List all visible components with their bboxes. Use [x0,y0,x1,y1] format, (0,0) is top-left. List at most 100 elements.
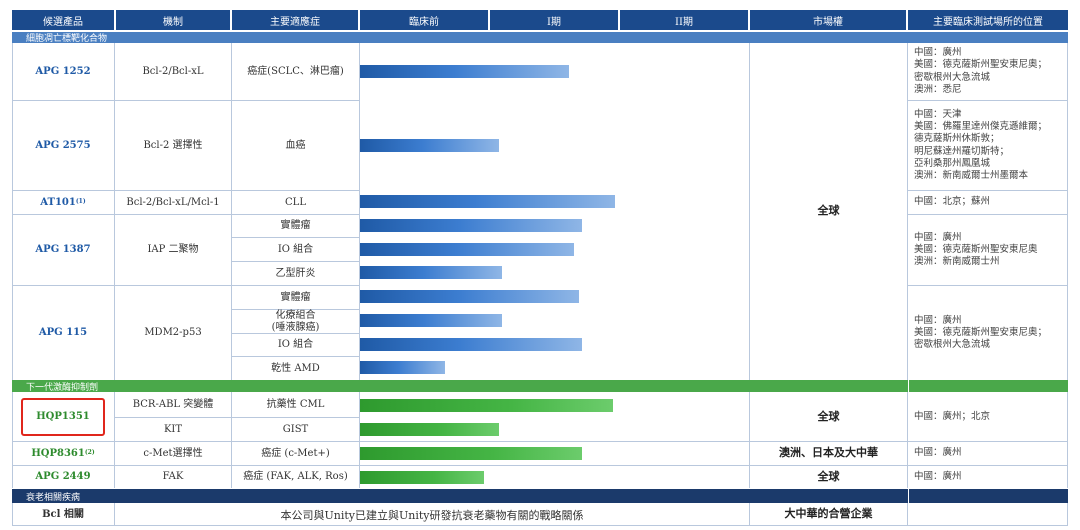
candidate-apg1252: APG 1252 [35,65,91,77]
section-aging: 衰老相關疾病 [12,489,908,503]
mechanism-hqp8361: c-Met選擇性 [143,447,203,459]
grid-line [907,100,1067,101]
indication-hqp8361: 癌症 (c-Met+) [261,447,330,459]
candidate-hqp1351: HQP1351 [36,411,90,423]
grid-line [749,43,750,380]
locations-hqp8361: 中國：廣州 [908,442,1067,465]
candidate-apg2575: APG 2575 [35,139,91,151]
indication-apg1387-solid: 實體瘤 [280,220,311,232]
header-indication: 主要適應症 [232,10,358,30]
location-line: 密歇根州大急流城 [914,71,991,83]
location-line: 中國：天津 [914,109,962,121]
grid-line [1067,43,1068,380]
location-line: 亞利桑那州鳳凰城 [914,157,991,169]
indication-apg115-chemo: 化療組合 (唾液腺癌) [271,310,320,333]
location-line: 中國：廣州 [914,314,962,326]
grid-line [12,392,13,488]
market-rights-hqp8361: 澳洲、日本及大中華 [779,446,878,460]
grid-line [12,43,13,380]
grid-line [359,43,360,380]
location-line: 美國：佛羅里達州傑克遜維爾； [914,121,1048,133]
header-phase2: II期 [620,10,748,30]
locations-apg1252: 中國：廣州 美國：德克薩斯州聖安東尼奧； 密歇根州大急流城 澳洲：悉尼 [908,43,1067,100]
market-rights-global: 全球 [817,204,840,218]
location-line: 澳洲：悉尼 [914,83,962,95]
mechanism-apg1252: Bcl-2/Bcl-xL [142,65,204,77]
mechanism-hqp1351-kit: KIT [163,423,183,435]
mechanism-apg115: MDM2-p53 [144,327,202,339]
indication-at101: CLL [285,196,306,208]
indication-apg115-io: IO 組合 [277,339,314,351]
location-line: 美國：德克薩斯州聖安東尼奧； [914,326,1048,338]
section-kinase: 下一代激酶抑制劑 [12,380,908,393]
progress-bar-hqp1351-cml [360,399,613,412]
grid-line [12,525,1067,526]
candidate-apg115: APG 115 [38,327,88,339]
locations-apg2449: 中國：廣州 [908,466,1067,488]
locations-hqp1351: 中國：廣州；北京 [908,393,1067,441]
grid-line [12,214,359,215]
locations-at101: 中國：北京；蘇州 [908,191,1067,214]
locations-apg115: 中國：廣州 美國：德克薩斯州聖安東尼奧； 密歇根州大急流城 [908,286,1067,380]
location-line: 中國：廣州 [914,47,962,59]
grid-line [907,214,1067,215]
grid-line [12,100,359,101]
grid-line [12,285,359,286]
grid-line [1067,503,1068,526]
grid-line [1067,392,1068,488]
progress-bar-apg2575 [360,139,499,152]
candidate-at101: AT101 (1) [40,196,86,208]
indication-apg1387-io: IO 組合 [277,243,314,255]
candidate-bcl: Bcl 相關 [42,508,84,520]
progress-bar-apg115-solid [360,290,579,303]
grid-line [231,356,359,357]
grid-line [231,309,359,310]
location-line: 德克薩斯州休斯敦； [914,133,1000,145]
grid-line [231,261,359,262]
location-line: 中國：廣州 [914,470,962,482]
grid-line [749,392,750,488]
indication-apg1387-hbv: 乙型肝炎 [275,267,316,279]
grid-line [231,392,232,488]
progress-bar-hqp1351-gist [360,423,499,436]
grid-line [359,392,360,488]
progress-bar-apg1387-hbv [360,266,502,279]
grid-line [907,503,908,526]
location-line: 中國：廣州；北京 [914,410,991,422]
grid-line [749,503,750,526]
indication-apg115-amd: 乾性 AMD [271,362,320,374]
highlight-box: HQP1351 [21,398,105,436]
progress-bar-apg115-chemo [360,314,502,327]
grid-line [231,333,359,334]
header-locations: 主要臨床測試場所的位置 [908,10,1068,30]
indication-apg2575: 血癌 [285,139,306,151]
location-line: 美國：德克薩斯州聖安東尼奧 [914,243,1038,255]
locations-apg1387: 中國：廣州 美國：德克薩斯州聖安東尼奧 澳洲：新南威爾士州 [908,215,1067,285]
progress-bar-apg1387-solid [360,219,582,232]
header-phase1: I期 [490,10,618,30]
progress-bar-apg1252 [360,65,569,78]
grid-line [907,285,1067,286]
grid-line [114,43,115,380]
section-aging-right [909,489,1068,503]
section-kinase-right [909,380,1068,392]
locations-apg2575: 中國：天津 美國：佛羅里達州傑克遜維爾； 德克薩斯州休斯敦； 明尼蘇達州羅切斯特； 亞利… [908,101,1067,190]
grid-line [12,503,13,526]
grid-line [12,190,359,191]
market-rights-bcl: 大中華的合營企業 [784,507,873,521]
mechanism-apg2449: FAK [162,471,184,483]
grid-line [12,441,1067,442]
candidate-apg1387: APG 1387 [35,244,91,256]
progress-bar-apg115-amd [360,361,445,374]
indication-apg2449: 癌症 (FAK, ALK, Ros) [243,471,348,483]
grid-line [114,417,359,418]
header-mechanism: 機制 [116,10,230,30]
header-candidate: 候選產品 [12,10,114,30]
grid-line [907,190,1067,191]
unity-partnership-text: 本公司與Unity已建立與Unity研發抗衰老藥物有關的戰略關係 [280,508,584,522]
grid-line [907,392,908,488]
grid-line [231,43,232,380]
progress-bar-apg1387-io [360,243,574,256]
location-line: 密歇根州大急流城 [914,339,991,351]
indication-hqp1351-cml: 抗藥性 CML [266,399,325,411]
